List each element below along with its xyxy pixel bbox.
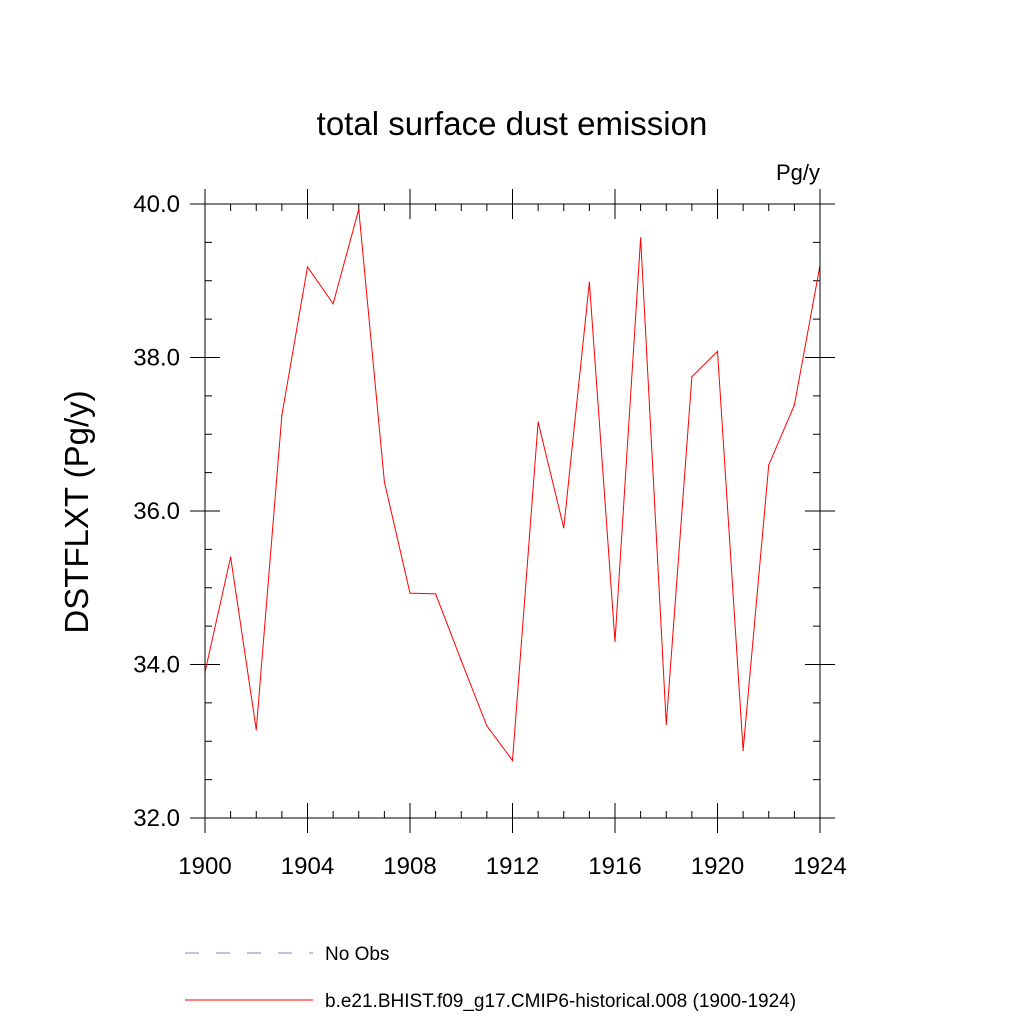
data-point bbox=[511, 759, 514, 762]
data-point bbox=[486, 725, 488, 727]
units-label: Pg/y bbox=[776, 160, 820, 185]
axis-ticks bbox=[190, 189, 835, 833]
data-point bbox=[742, 749, 744, 752]
y-tick-label: 40.0 bbox=[133, 191, 180, 218]
data-point bbox=[614, 640, 616, 643]
series-layer bbox=[204, 208, 821, 762]
data-point bbox=[640, 237, 642, 239]
data-point bbox=[768, 464, 770, 466]
y-tick-labels: 32.0 34.0 36.0 38.0 40.0 bbox=[133, 191, 180, 832]
data-point bbox=[255, 729, 257, 731]
y-tick-label: 38.0 bbox=[133, 345, 180, 372]
data-point bbox=[281, 414, 283, 416]
legend: No Obs b.e21.BHIST.f09_g17.CMIP6-histori… bbox=[185, 944, 796, 1012]
data-point bbox=[435, 593, 437, 595]
data-point bbox=[716, 350, 719, 352]
data-point bbox=[332, 303, 334, 305]
data-point bbox=[588, 281, 590, 283]
x-tick-label: 1924 bbox=[793, 853, 846, 880]
x-tick-label: 1904 bbox=[281, 853, 334, 880]
data-point bbox=[306, 266, 309, 268]
y-tick-label: 36.0 bbox=[133, 498, 180, 525]
series-line bbox=[204, 209, 821, 762]
data-point bbox=[383, 481, 385, 483]
plot-frame bbox=[204, 203, 821, 819]
x-tick-label: 1912 bbox=[486, 853, 539, 880]
data-point bbox=[537, 421, 539, 423]
legend-label-historical: b.e21.BHIST.f09_g17.CMIP6-historical.008… bbox=[325, 991, 796, 1012]
legend-label-no-obs: No Obs bbox=[325, 944, 389, 965]
x-tick-label: 1908 bbox=[383, 853, 436, 880]
chart-title: total surface dust emission bbox=[317, 105, 708, 142]
x-tick-labels: 1900 1904 1908 1912 1916 1920 1924 bbox=[178, 853, 846, 880]
y-axis-label: DSTFLXT (Pg/y) bbox=[58, 390, 95, 633]
x-tick-label: 1920 bbox=[691, 853, 744, 880]
data-point bbox=[409, 592, 411, 594]
data-point bbox=[691, 376, 693, 378]
data-point bbox=[793, 404, 795, 406]
y-tick-label: 32.0 bbox=[133, 805, 180, 832]
x-tick-label: 1916 bbox=[588, 853, 641, 880]
y-tick-label: 34.0 bbox=[133, 652, 180, 679]
data-point bbox=[665, 723, 667, 725]
data-point bbox=[563, 527, 565, 529]
data-point bbox=[358, 208, 360, 210]
data-point bbox=[460, 660, 462, 662]
x-tick-label: 1900 bbox=[178, 853, 231, 880]
data-point bbox=[230, 556, 232, 558]
